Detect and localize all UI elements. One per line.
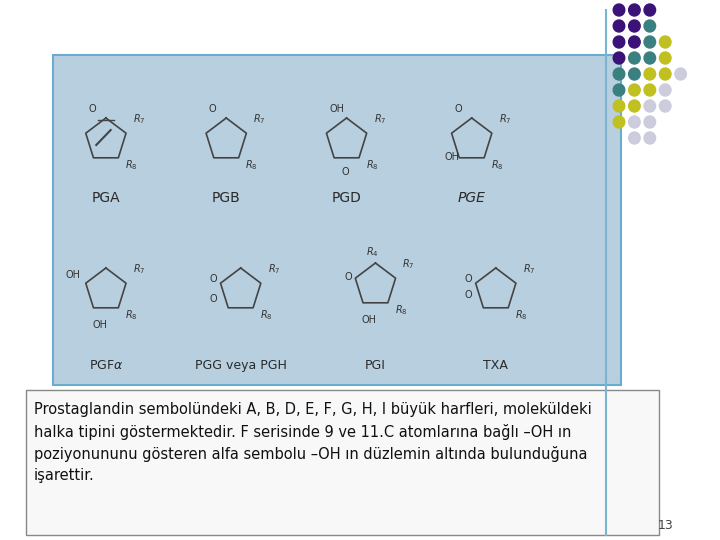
Text: PGB: PGB (212, 191, 240, 205)
Circle shape (660, 52, 671, 64)
Text: 13: 13 (658, 519, 674, 532)
Circle shape (613, 116, 625, 128)
Circle shape (644, 52, 656, 64)
Circle shape (613, 100, 625, 112)
Text: $R_8$: $R_8$ (246, 158, 258, 172)
Text: $R_7$: $R_7$ (268, 262, 280, 276)
Text: O: O (210, 294, 217, 304)
Text: PGD: PGD (332, 191, 361, 205)
Circle shape (613, 52, 625, 64)
Circle shape (644, 20, 656, 32)
Circle shape (629, 36, 640, 48)
FancyBboxPatch shape (53, 55, 621, 385)
Text: O: O (465, 274, 472, 284)
Text: OH: OH (445, 152, 460, 162)
Circle shape (613, 20, 625, 32)
Text: O: O (89, 104, 96, 114)
Circle shape (629, 52, 640, 64)
Circle shape (629, 132, 640, 144)
Text: $R_8$: $R_8$ (125, 308, 138, 322)
Circle shape (644, 36, 656, 48)
Text: $R_7$: $R_7$ (402, 257, 415, 271)
Text: PGF$\alpha$: PGF$\alpha$ (89, 359, 123, 372)
Text: $R_7$: $R_7$ (133, 112, 145, 126)
Circle shape (660, 36, 671, 48)
Circle shape (629, 68, 640, 80)
Circle shape (613, 4, 625, 16)
Text: O: O (210, 274, 217, 284)
Text: O: O (342, 167, 349, 177)
Text: O: O (465, 290, 472, 300)
Text: $R_7$: $R_7$ (133, 262, 145, 276)
Text: $R_7$: $R_7$ (499, 112, 511, 126)
Circle shape (613, 68, 625, 80)
Circle shape (629, 4, 640, 16)
Text: PGI: PGI (365, 359, 386, 372)
Text: $R_7$: $R_7$ (253, 112, 266, 126)
Text: $R_8$: $R_8$ (366, 158, 379, 172)
Text: Prostaglandin sembolündeki A, B, D, E, F, G, H, I büyük harfleri, moleküldeki
ha: Prostaglandin sembolündeki A, B, D, E, F… (34, 402, 591, 483)
Text: OH: OH (329, 104, 344, 114)
Circle shape (629, 100, 640, 112)
Text: PGG veya PGH: PGG veya PGH (194, 359, 287, 372)
Text: OH: OH (92, 320, 107, 330)
Text: PGA: PGA (91, 191, 120, 205)
Text: O: O (345, 272, 352, 282)
Text: $R_8$: $R_8$ (515, 308, 528, 322)
Text: OH: OH (66, 270, 81, 280)
Text: OH: OH (362, 315, 377, 325)
FancyBboxPatch shape (26, 390, 660, 535)
Text: $R_4$: $R_4$ (366, 245, 379, 259)
Circle shape (660, 84, 671, 96)
Text: $R_8$: $R_8$ (125, 158, 138, 172)
Circle shape (675, 68, 686, 80)
Text: PGE: PGE (458, 191, 486, 205)
Text: $R_8$: $R_8$ (491, 158, 503, 172)
Text: O: O (454, 104, 462, 114)
Text: $R_8$: $R_8$ (395, 303, 408, 317)
Circle shape (644, 116, 656, 128)
Text: $R_7$: $R_7$ (374, 112, 386, 126)
Circle shape (613, 84, 625, 96)
Circle shape (629, 84, 640, 96)
Circle shape (644, 4, 656, 16)
Text: $R_7$: $R_7$ (523, 262, 535, 276)
Circle shape (660, 68, 671, 80)
Circle shape (660, 100, 671, 112)
Circle shape (629, 20, 640, 32)
Text: O: O (209, 104, 217, 114)
Text: $R_8$: $R_8$ (260, 308, 273, 322)
Circle shape (644, 132, 656, 144)
Text: TXA: TXA (483, 359, 508, 372)
Circle shape (613, 36, 625, 48)
Circle shape (644, 84, 656, 96)
Circle shape (644, 68, 656, 80)
Circle shape (644, 100, 656, 112)
Circle shape (629, 116, 640, 128)
